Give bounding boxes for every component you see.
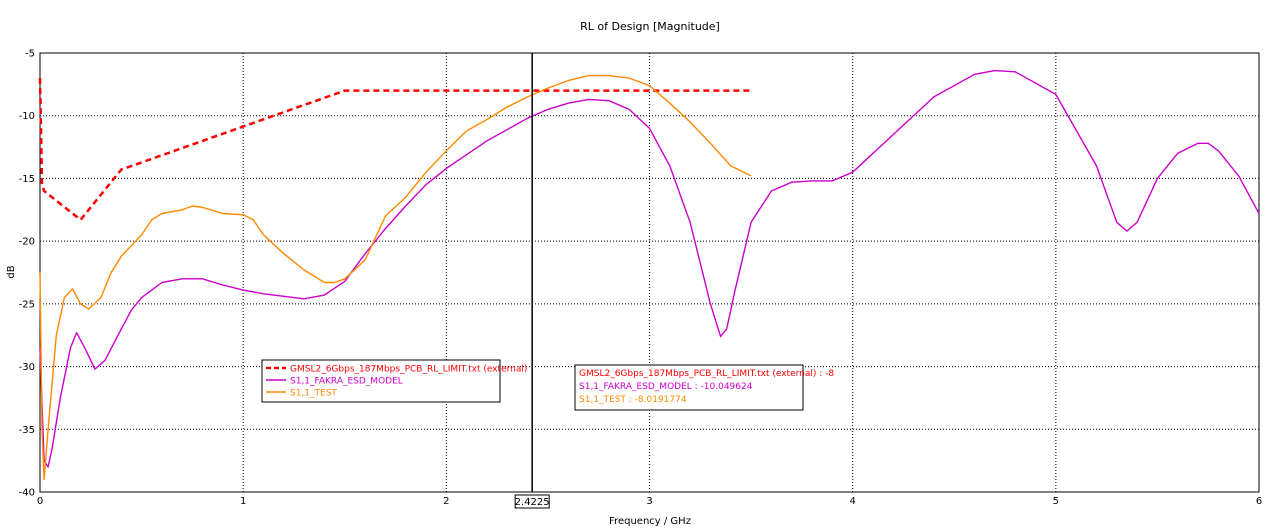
series-line-3 [39, 74, 752, 481]
legend-entry-1: GMSL2_6Gbps_187Mbps_PCB_RL_LIMIT.txt (ex… [290, 365, 527, 375]
legend-entry-2: S1,1_FAKRA_ESD_MODEL [290, 377, 403, 387]
x-tick-label: 2 [443, 496, 449, 507]
legend[interactable]: GMSL2_6Gbps_187Mbps_PCB_RL_LIMIT.txt (ex… [261, 359, 527, 403]
chart-title: RL of Design [Magnitude] [580, 20, 720, 33]
y-tick-label: -20 [19, 237, 35, 248]
y-tick-label: -30 [19, 362, 35, 373]
y-axis-ticks: -5 -10 -15 -20 -25 -30 -35 -40 [19, 49, 35, 499]
y-tick-label: -5 [25, 49, 35, 60]
frequency-marker-label-box[interactable] [514, 494, 550, 509]
series-line-2 [39, 69, 1260, 468]
series-layer [38, 69, 1260, 481]
marker-layer[interactable]: 2.4225 [514, 53, 550, 509]
x-tick-label: 6 [1256, 496, 1262, 507]
marker-readout[interactable]: GMSL2_6Gbps_187Mbps_PCB_RL_LIMIT.txt (ex… [574, 364, 834, 411]
x-tick-label: 5 [1053, 496, 1059, 507]
y-axis-label: dB [6, 265, 17, 278]
x-tick-label: 4 [849, 496, 855, 507]
y-tick-label: -25 [19, 299, 35, 310]
x-tick-label: 1 [240, 496, 246, 507]
frequency-marker-label: 2.4225 [515, 497, 550, 508]
y-tick-label: -10 [19, 111, 35, 122]
x-tick-label: 3 [646, 496, 652, 507]
legend-entry-3: S1,1_TEST [290, 389, 337, 399]
marker-readout-3: S1,1_TEST : -8.0191774 [579, 395, 687, 405]
x-axis-label: Frequency / GHz [609, 516, 691, 527]
grid-lines [40, 53, 1259, 492]
legend-box [261, 359, 501, 403]
marker-readout-2: S1,1_FAKRA_ESD_MODEL : -10.049624 [579, 382, 753, 392]
y-tick-label: -35 [19, 425, 35, 436]
x-axis-ticks: 0 1 2 3 4 5 6 [37, 496, 1262, 507]
marker-readout-1: GMSL2_6Gbps_187Mbps_PCB_RL_LIMIT.txt (ex… [579, 369, 834, 379]
series-line-1 [38, 78, 752, 222]
x-tick-label: 0 [37, 496, 43, 507]
y-tick-label: -40 [19, 488, 35, 499]
marker-readout-box [574, 364, 804, 411]
y-tick-label: -15 [19, 174, 35, 185]
